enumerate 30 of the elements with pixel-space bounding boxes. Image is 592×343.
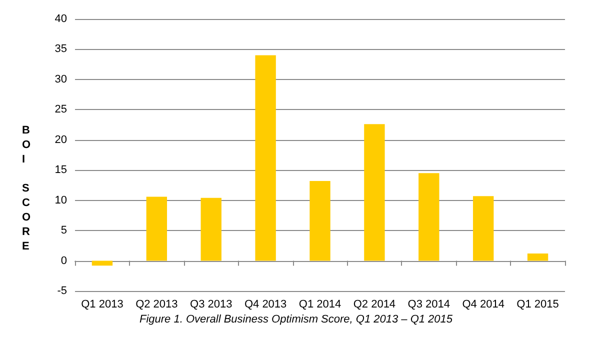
- y-tick-label: 25: [54, 104, 67, 116]
- x-tick-label: Q1 2013: [81, 298, 124, 310]
- x-tick-label: Q1 2014: [298, 298, 342, 310]
- x-tick-label: Q3 2013: [190, 298, 232, 310]
- bar: [92, 260, 113, 266]
- y-tick-label: -5: [57, 285, 67, 297]
- y-tick-label: 0: [60, 254, 67, 267]
- bar: [418, 173, 440, 261]
- caption: Figure 1. Overall Business Optimism Score, Q1 2013 – Q1 2015: [139, 314, 454, 326]
- bar: [255, 55, 276, 261]
- x-tick-label: Q2 2013: [136, 298, 178, 310]
- y-tick-label: 40: [54, 13, 67, 25]
- text: BOI SCORE: [22, 124, 31, 252]
- bar: [146, 196, 168, 261]
- bar: [200, 198, 222, 261]
- bar: [472, 196, 494, 261]
- y-tick-label: 5: [60, 224, 67, 237]
- y-tick-label: 35: [54, 43, 67, 56]
- y-tick-label: 30: [54, 73, 67, 86]
- y-tick-label: 15: [54, 164, 67, 176]
- bar: [364, 124, 385, 261]
- x-tick-label: Q4 2013: [244, 298, 287, 310]
- x-tick-label: Q3 2014: [408, 298, 450, 310]
- bar: [310, 180, 330, 261]
- y-tick-label: 20: [54, 134, 67, 146]
- y-tick-label: 10: [54, 194, 67, 206]
- bar: [527, 254, 548, 261]
- x-tick-label: Q4 2014: [462, 298, 504, 310]
- x-tick-label: Q2 2014: [353, 298, 396, 310]
- x-tick-label: Q1 2015: [516, 298, 559, 310]
